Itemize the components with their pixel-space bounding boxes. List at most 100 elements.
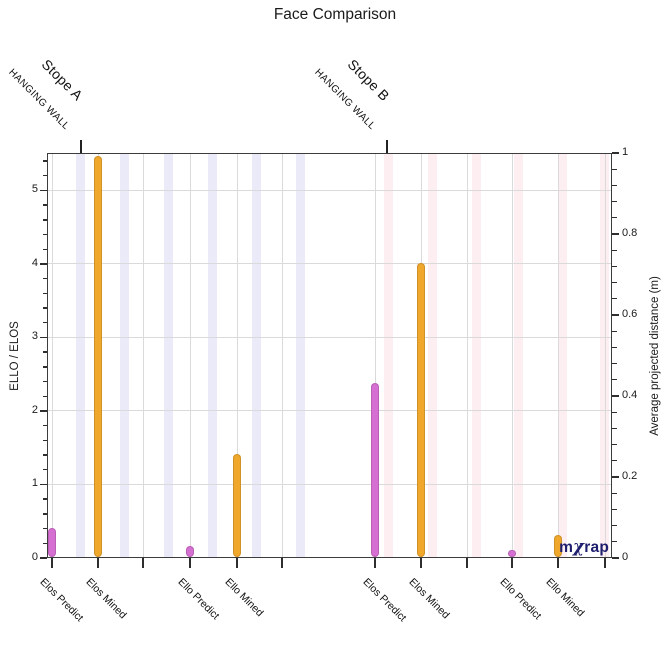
y-axis-minor-tick-left — [42, 380, 47, 383]
gridline-vertical — [557, 153, 559, 558]
y-axis-minor-tick-right — [612, 427, 617, 430]
bar-elos-predict-stope-b — [371, 382, 379, 557]
y-axis-minor-tick-left — [42, 175, 47, 177]
x-category-label: Elos Predict — [360, 576, 409, 625]
background-band — [557, 153, 567, 558]
y-axis-tick-right — [612, 476, 619, 478]
y-axis-minor-tick-right — [612, 541, 617, 543]
y-axis-tick-right — [612, 557, 619, 559]
y-axis-tick-left — [40, 263, 47, 265]
logo-m: m — [559, 539, 574, 556]
y-axis-tick-label-left: 4 — [31, 256, 38, 269]
y-axis-minor-tick-right — [612, 330, 617, 332]
y-axis-tick-right — [612, 152, 619, 154]
background-band — [119, 153, 129, 558]
mxrap-logo: mχrap — [559, 536, 609, 557]
y-axis-minor-tick-right — [612, 379, 617, 381]
group-label: Stope B — [344, 56, 393, 105]
y-axis-tick-left — [40, 336, 47, 339]
y-axis-minor-tick-right — [612, 362, 617, 365]
y-axis-minor-tick-right — [612, 249, 617, 251]
background-band — [471, 153, 481, 558]
y-axis-tick-label-left: 3 — [31, 330, 38, 343]
gridline-horizontal — [47, 410, 612, 412]
x-category-label: Elos Predict — [37, 576, 86, 625]
logo-rap: rap — [584, 539, 609, 556]
y-axis-minor-tick-left — [42, 351, 47, 353]
y-axis-tick-left — [40, 557, 47, 559]
x-axis-tick — [51, 558, 53, 568]
plot-area: mχrap — [47, 153, 612, 558]
y-axis-minor-tick-left — [42, 498, 47, 500]
background-band — [75, 153, 85, 558]
bar-ello-mined-stope-a — [233, 454, 241, 557]
bar-ello-predict-stope-b — [508, 550, 516, 557]
y-axis-minor-tick-left — [42, 292, 47, 295]
x-axis-tick — [557, 558, 559, 568]
y-axis-minor-tick-left — [42, 439, 47, 442]
y-axis-tick-label-right: 0 — [622, 551, 629, 563]
background-band — [513, 153, 523, 558]
bar-elos-mined-stope-a — [94, 156, 102, 557]
y-axis-tick-label-left: 1 — [31, 477, 38, 490]
y-axis-minor-tick-left — [42, 160, 47, 162]
x-category-label: Elos Mined — [406, 576, 452, 622]
x-axis-tick — [374, 558, 376, 568]
background-band — [427, 153, 437, 558]
gridline-horizontal — [47, 189, 612, 191]
y-axis-tick-left — [40, 483, 47, 486]
x-category-label: Ello Predict — [175, 576, 222, 623]
y-axis-minor-tick-left — [42, 322, 47, 324]
gridline-vertical — [281, 153, 283, 558]
bar-ello-mined-stope-b — [554, 534, 562, 557]
y-axis-minor-tick-right — [612, 184, 617, 187]
y-axis-minor-tick-left — [42, 366, 47, 368]
x-axis-tick — [420, 558, 422, 568]
gridline-horizontal — [47, 336, 612, 338]
y-axis-minor-tick-left — [42, 307, 47, 309]
gridline-vertical — [142, 153, 144, 558]
y-axis-tick-left — [40, 189, 47, 192]
chart-title: Face Comparison — [273, 6, 397, 23]
group-marker-tick — [386, 140, 388, 153]
y-axis-minor-tick-right — [612, 200, 617, 203]
x-axis-tick — [189, 558, 191, 568]
y-axis-minor-tick-right — [612, 460, 617, 462]
y-axis-minor-tick-right — [612, 265, 617, 268]
y-axis-tick-right — [612, 314, 619, 316]
x-axis-tick — [236, 558, 238, 568]
y-axis-minor-tick-left — [42, 527, 47, 530]
background-band — [295, 153, 305, 558]
y-axis-tick-label-right: 0.8 — [622, 227, 638, 239]
y-axis-minor-tick-right — [612, 168, 617, 170]
y-axis-minor-tick-right — [612, 281, 617, 284]
gridline-vertical — [236, 153, 238, 558]
background-band — [207, 153, 217, 558]
x-axis-tick — [511, 558, 513, 568]
chi-glyph: χ — [573, 536, 585, 556]
y-axis-tick-right — [612, 233, 619, 235]
y-axis-tick-label-right: 0.4 — [622, 389, 638, 401]
gridline-vertical — [51, 153, 53, 558]
background-band — [251, 153, 261, 558]
y-axis-minor-tick-right — [612, 346, 617, 349]
y-axis-minor-tick-left — [42, 219, 47, 221]
y-axis-tick-right — [612, 395, 619, 397]
x-axis-tick — [281, 558, 283, 568]
gridline-vertical — [604, 153, 606, 558]
gridline-vertical — [374, 153, 376, 558]
bar-elos-mined-stope-b — [417, 263, 425, 557]
y-axis-minor-tick-right — [612, 492, 617, 494]
right-axis-title: Average projected distance (m) — [649, 276, 661, 436]
group-label: Stope A — [38, 56, 87, 104]
y-axis-minor-tick-left — [42, 513, 47, 515]
gridline-horizontal — [47, 263, 612, 265]
y-axis-tick-label-left: 0 — [31, 551, 38, 563]
x-axis-tick — [466, 558, 468, 568]
gridline-vertical — [189, 153, 191, 558]
y-axis-tick-label-right: 1 — [622, 146, 629, 158]
x-category-label: Ello Predict — [497, 576, 544, 623]
gridline-vertical — [511, 153, 513, 558]
y-axis-minor-tick-left — [42, 454, 47, 456]
